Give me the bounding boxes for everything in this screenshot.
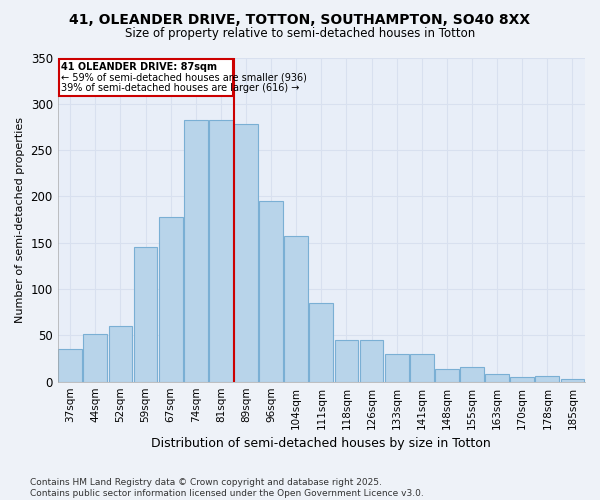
Bar	[335, 340, 358, 382]
Bar	[159, 217, 182, 382]
Y-axis label: Number of semi-detached properties: Number of semi-detached properties	[15, 116, 25, 322]
Bar	[83, 334, 107, 382]
Bar	[134, 248, 157, 382]
Text: Contains HM Land Registry data © Crown copyright and database right 2025.
Contai: Contains HM Land Registry data © Crown c…	[30, 478, 424, 498]
Text: 41 OLEANDER DRIVE: 87sqm: 41 OLEANDER DRIVE: 87sqm	[61, 62, 217, 72]
Text: Size of property relative to semi-detached houses in Totton: Size of property relative to semi-detach…	[125, 28, 475, 40]
Bar	[259, 201, 283, 382]
Bar	[510, 377, 534, 382]
Bar	[234, 124, 258, 382]
Text: 39% of semi-detached houses are larger (616) →: 39% of semi-detached houses are larger (…	[61, 82, 300, 92]
Text: 41, OLEANDER DRIVE, TOTTON, SOUTHAMPTON, SO40 8XX: 41, OLEANDER DRIVE, TOTTON, SOUTHAMPTON,…	[70, 12, 530, 26]
Bar	[460, 367, 484, 382]
Bar	[485, 374, 509, 382]
X-axis label: Distribution of semi-detached houses by size in Totton: Distribution of semi-detached houses by …	[151, 437, 491, 450]
Bar	[184, 120, 208, 382]
Bar	[109, 326, 133, 382]
Bar	[58, 350, 82, 382]
Bar	[310, 303, 333, 382]
Bar	[560, 379, 584, 382]
Text: ← 59% of semi-detached houses are smaller (936): ← 59% of semi-detached houses are smalle…	[61, 72, 307, 83]
Bar	[435, 368, 459, 382]
Bar	[410, 354, 434, 382]
FancyBboxPatch shape	[59, 60, 233, 96]
Bar	[385, 354, 409, 382]
Bar	[284, 236, 308, 382]
Bar	[359, 340, 383, 382]
Bar	[535, 376, 559, 382]
Bar	[209, 120, 233, 382]
